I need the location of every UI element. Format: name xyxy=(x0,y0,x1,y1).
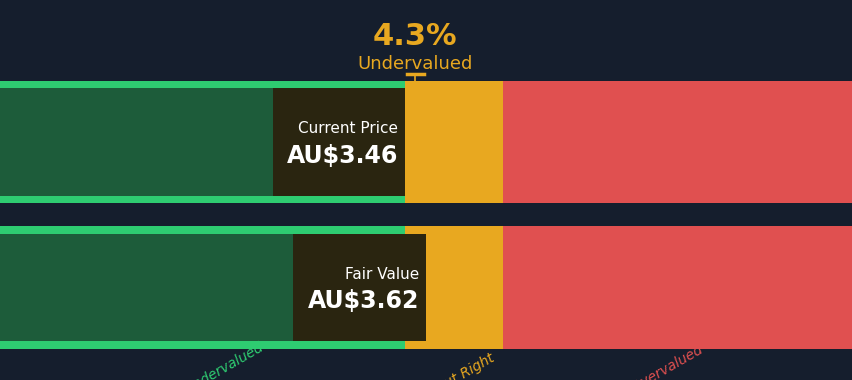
Bar xyxy=(0,226,405,348)
Bar xyxy=(503,226,852,348)
Text: 20% Undervalued: 20% Undervalued xyxy=(151,341,265,380)
Text: AU$3.46: AU$3.46 xyxy=(286,144,398,168)
Text: Current Price: Current Price xyxy=(298,121,398,136)
Bar xyxy=(293,234,425,341)
Bar xyxy=(503,234,852,341)
Bar xyxy=(0,88,405,196)
Text: AU$3.62: AU$3.62 xyxy=(307,289,418,313)
Text: Fair Value: Fair Value xyxy=(344,266,418,282)
Bar xyxy=(0,234,405,341)
Bar xyxy=(405,234,503,341)
Text: 20% Overvalued: 20% Overvalued xyxy=(597,343,705,380)
Bar xyxy=(405,226,503,348)
Bar xyxy=(503,81,852,203)
Bar xyxy=(273,88,405,196)
Text: Undervalued: Undervalued xyxy=(357,55,473,73)
Bar xyxy=(405,88,503,196)
Text: About Right: About Right xyxy=(419,351,498,380)
Bar xyxy=(503,88,852,196)
Text: 4.3%: 4.3% xyxy=(372,22,458,51)
Bar xyxy=(0,81,405,203)
Bar xyxy=(405,81,503,203)
